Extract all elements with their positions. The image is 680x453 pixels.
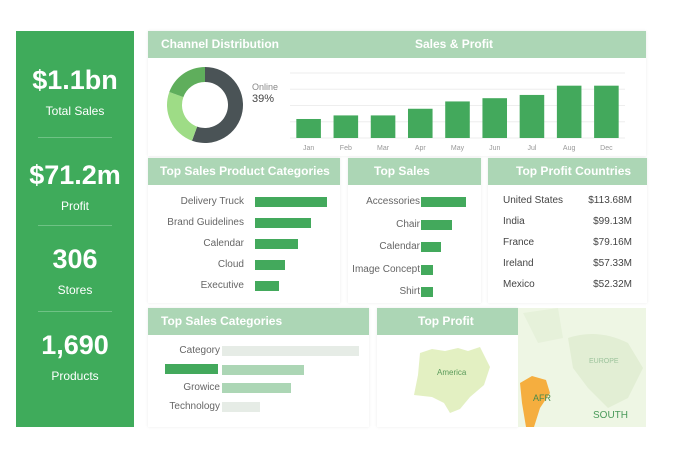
donut-segment[interactable]: [167, 92, 198, 141]
country-value: $99.13M: [593, 216, 632, 227]
bar-label: Calendar: [203, 238, 244, 249]
country-value: $79.16M: [593, 237, 632, 248]
category-bar[interactable]: [222, 364, 305, 375]
category-highlight-bar[interactable]: [165, 364, 218, 374]
category-bar[interactable]: [222, 401, 261, 412]
kpi-label: Total Sales: [45, 104, 105, 118]
bar-label: Image Concept: [352, 263, 420, 275]
bar-jul[interactable]: [519, 94, 545, 138]
world-map[interactable]: EUROPE AFR SOUTH: [518, 308, 646, 427]
bar-label: Accessories: [366, 196, 420, 207]
top-sales-title: Top Sales: [348, 158, 481, 185]
top-header: Channel Distribution Sales & Profit: [148, 31, 646, 58]
x-tick-label: Mar: [377, 145, 390, 152]
donut-segment[interactable]: [169, 67, 205, 98]
x-tick-label: Aug: [563, 145, 576, 152]
sales-categories-title: Top Sales Categories: [148, 308, 369, 335]
kpi-label: Profit: [60, 199, 89, 213]
country-name: France: [503, 237, 535, 248]
bar-feb[interactable]: [333, 115, 359, 138]
bar-label: Executive: [200, 280, 244, 291]
bar[interactable]: [255, 260, 285, 270]
x-tick-label: Feb: [340, 145, 352, 152]
kpi-stores: 306 Stores: [16, 244, 134, 297]
x-tick-label: Apr: [415, 145, 427, 152]
bar[interactable]: [421, 264, 433, 275]
category-bar[interactable]: [222, 346, 359, 356]
kpi-label: Products: [51, 369, 99, 383]
product-categories-title: Top Sales Product Categories: [148, 158, 340, 185]
country-name: India: [503, 216, 525, 227]
bar-label: Brand Guidelines: [167, 217, 244, 228]
divider: [38, 137, 112, 138]
country-name: Mexico: [503, 279, 535, 290]
kpi-products: 1,690 Products: [16, 330, 134, 383]
bar[interactable]: [255, 239, 298, 249]
bar-label: Chair: [396, 218, 420, 230]
bar-dec[interactable]: [594, 85, 619, 138]
country-name: Ireland: [503, 258, 534, 269]
country-value: $57.33M: [593, 258, 632, 269]
sales-profit-title: Sales & Profit: [415, 37, 494, 51]
category-bar[interactable]: [222, 383, 291, 393]
kpi-label: Stores: [57, 283, 93, 297]
bar[interactable]: [421, 242, 441, 252]
europe-label: EUROPE: [589, 358, 619, 365]
map-label: America: [437, 368, 467, 377]
x-tick-label: Jul: [527, 145, 536, 152]
country-name: United States: [503, 195, 564, 206]
donut-chart: [167, 67, 243, 143]
donut-segment[interactable]: [192, 67, 243, 143]
bar[interactable]: [421, 287, 433, 297]
divider: [38, 225, 112, 226]
bar-label: Shirt: [399, 286, 420, 297]
bar-jan[interactable]: [296, 118, 321, 138]
kpi-value: $71.2m: [29, 160, 121, 190]
kpi-value: 1,690: [41, 330, 109, 360]
country-value: $52.32M: [593, 279, 632, 290]
profit-countries-title: Top Profit Countries: [488, 158, 647, 185]
kpi-total-sales: $1.1bn Total Sales: [16, 65, 134, 118]
category-label: Growice: [183, 382, 220, 393]
kpi-profit: $71.2m Profit: [16, 160, 134, 213]
afr-label: AFR: [533, 393, 551, 403]
bar[interactable]: [255, 197, 327, 207]
x-tick-label: Jan: [303, 145, 314, 152]
bar[interactable]: [255, 218, 311, 228]
bar-mar[interactable]: [370, 115, 396, 138]
channel-title: Channel Distribution: [161, 37, 279, 51]
legend-label: Online: [252, 82, 279, 92]
world-map-shapes: [520, 308, 643, 427]
x-tick-label: May: [451, 145, 465, 152]
bar-aug[interactable]: [556, 85, 582, 138]
legend-value: 39%: [252, 93, 275, 105]
bar-label: Delivery Truck: [180, 196, 244, 207]
bar-jun[interactable]: [482, 98, 508, 138]
america-map[interactable]: [410, 345, 495, 415]
kpi-value: 306: [52, 244, 98, 274]
kpi-panel: $1.1bn Total Sales $71.2m Profit 306 Stores…: [16, 31, 134, 427]
bar[interactable]: [255, 281, 279, 291]
bar-apr[interactable]: [407, 108, 433, 138]
category-label: Category: [179, 345, 220, 356]
category-label: Technology: [169, 400, 220, 412]
divider: [38, 311, 112, 312]
x-tick-label: Jun: [489, 145, 500, 152]
bar-label: Cloud: [217, 259, 244, 270]
bar[interactable]: [421, 197, 466, 207]
top-profit-title: Top Profit: [377, 308, 518, 335]
sales-profit-chart: Jan Feb Mar Apr May Jun Jul Aug Dec: [290, 72, 625, 152]
country-value: $113.68M: [588, 195, 632, 206]
bar-may[interactable]: [445, 101, 470, 138]
south-label: SOUTH: [593, 410, 628, 421]
bar[interactable]: [421, 219, 452, 230]
x-tick-label: Dec: [600, 145, 613, 152]
kpi-value: $1.1bn: [32, 65, 118, 95]
bar-label: Calendar: [379, 241, 420, 252]
